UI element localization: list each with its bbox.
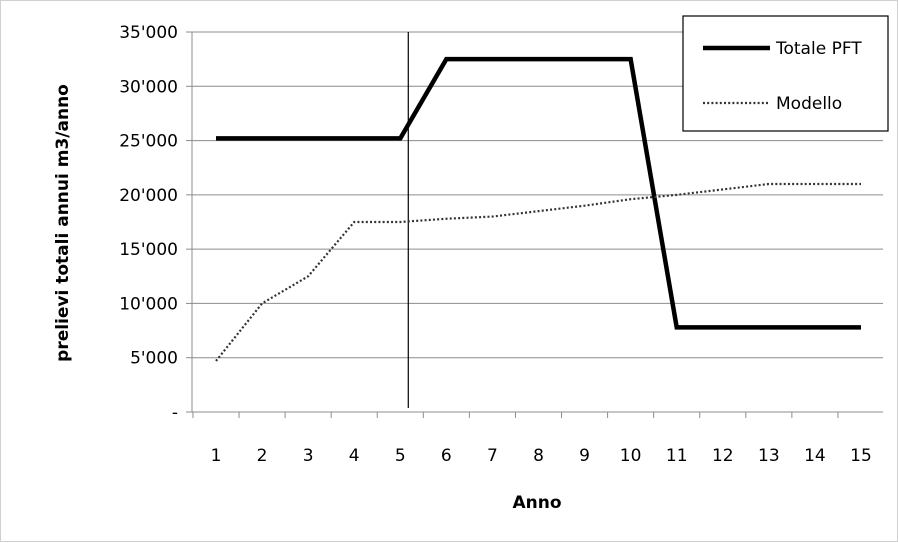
x-tick-label: 12 [712, 446, 734, 466]
legend-label-modello: Modello [776, 94, 842, 114]
y-tick-label: - [172, 403, 178, 423]
series-line-modello [216, 184, 861, 361]
x-tick-label: 1 [211, 446, 222, 466]
x-tick-label: 4 [349, 446, 360, 466]
legend-label-totale-pft: Totale PFT [775, 39, 862, 59]
x-axis-title: Anno [512, 493, 561, 513]
x-tick-label: 13 [758, 446, 780, 466]
y-tick-label: 20'000 [119, 186, 178, 206]
legend: Totale PFT Modello [683, 16, 888, 131]
x-tick-label: 7 [487, 446, 498, 466]
y-tick-label: 15'000 [119, 240, 178, 260]
y-tick-label: 10'000 [119, 294, 178, 314]
x-tick-label: 2 [257, 446, 268, 466]
x-tick-label: 15 [850, 446, 872, 466]
y-axis-title: prelievi totali annui m3/anno [53, 84, 73, 362]
x-tick-label: 8 [533, 446, 544, 466]
x-tick-label: 9 [579, 446, 590, 466]
x-tick-label: 10 [620, 446, 642, 466]
y-tick-label: 5'000 [130, 349, 178, 369]
x-tick-label: 3 [303, 446, 314, 466]
x-tick-label: 14 [804, 446, 826, 466]
x-tick-label: 11 [666, 446, 688, 466]
y-tick-label: 25'000 [119, 132, 178, 152]
x-tick-label: 6 [441, 446, 452, 466]
y-tick-label: 30'000 [119, 77, 178, 97]
x-tick-label: 5 [395, 446, 406, 466]
y-tick-label: 35'000 [119, 23, 178, 43]
